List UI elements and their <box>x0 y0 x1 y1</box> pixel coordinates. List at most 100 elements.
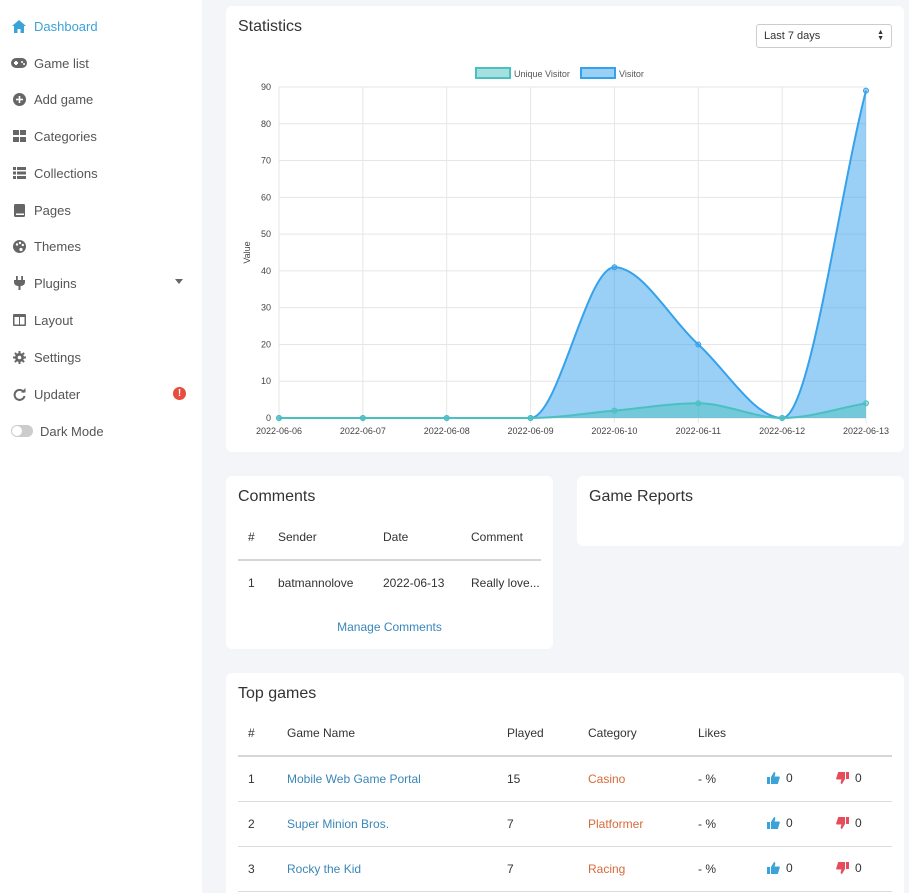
game-rank: 1 <box>248 772 255 786</box>
sidebar-item-settings[interactable]: Settings <box>0 342 202 372</box>
comments-header-num: # <box>248 530 255 544</box>
sidebar-item-updater[interactable]: Updater ! <box>0 379 202 409</box>
likes-up: 0 <box>767 816 793 830</box>
sidebar-item-pages[interactable]: Pages <box>0 195 202 225</box>
comments-card: Comments # Sender Date Comment 1 batmann… <box>226 476 553 649</box>
game-rank: 3 <box>248 862 255 876</box>
statistics-card: Statistics Last 7 days ▲ ▼ 0 10 20 30 40 50 60 7… <box>226 6 904 452</box>
sidebar-item-layout[interactable]: Layout <box>0 305 202 335</box>
game-name-link[interactable]: Mobile Web Game Portal <box>287 772 421 786</box>
data-point <box>863 400 869 407</box>
data-point <box>611 264 618 271</box>
thumbs-down-icon <box>836 862 849 874</box>
sidebar-item-plugins[interactable]: Plugins <box>0 268 202 298</box>
alert-icon: ! <box>173 387 186 400</box>
likes-up-count: 0 <box>786 816 793 830</box>
sidebar-item-themes[interactable]: Themes <box>0 231 202 261</box>
toggle-icon[interactable] <box>11 425 33 437</box>
divider <box>238 891 892 892</box>
sidebar-item-label: Settings <box>34 349 81 365</box>
sidebar-item-game-list[interactable]: Game list <box>0 48 202 78</box>
y-tick-label: 20 <box>261 339 271 349</box>
game-played: 7 <box>507 817 514 831</box>
divider <box>238 559 541 561</box>
game-category[interactable]: Platformer <box>588 817 644 831</box>
select-arrows-icon: ▲ ▼ <box>877 29 884 42</box>
x-tick-label: 2022-06-13 <box>843 426 889 436</box>
likes-up-count: 0 <box>786 771 793 785</box>
columns-icon <box>11 312 27 328</box>
game-name-link[interactable]: Super Minion Bros. <box>287 817 390 831</box>
thumbs-up-icon <box>767 862 780 874</box>
gear-icon <box>11 349 27 365</box>
top-games-title: Top games <box>238 685 317 702</box>
y-tick-label: 50 <box>261 229 271 239</box>
game-category[interactable]: Racing <box>588 862 626 876</box>
likes-up-count: 0 <box>786 861 793 875</box>
range-select-value: Last 7 days <box>764 30 821 42</box>
comments-header-date: Date <box>383 530 409 544</box>
data-point <box>695 341 702 348</box>
games-header-played: Played <box>507 726 544 740</box>
x-tick-label: 2022-06-06 <box>256 426 302 436</box>
plug-icon <box>11 275 27 291</box>
games-header-likes: Likes <box>698 726 727 740</box>
sidebar-item-label: Updater <box>34 386 81 402</box>
likes-down-count: 0 <box>855 771 862 785</box>
game-category[interactable]: Casino <box>588 772 626 786</box>
data-point <box>779 415 786 421</box>
legend-label: Unique Visitor <box>514 69 570 79</box>
dark-mode-toggle[interactable]: Dark Mode <box>0 416 202 446</box>
data-point <box>276 415 282 421</box>
game-rank: 2 <box>248 817 255 831</box>
thumbs-up-icon <box>767 817 780 829</box>
game-likes: - % <box>698 862 716 876</box>
y-tick-label: 80 <box>261 119 271 129</box>
book-icon <box>11 202 27 218</box>
game-likes: - % <box>698 772 716 786</box>
y-tick-label: 40 <box>261 266 271 276</box>
game-name-link[interactable]: Rocky the Kid <box>287 862 362 876</box>
gamepad-icon <box>11 55 27 71</box>
sidebar-item-dashboard[interactable]: Dashboard <box>0 11 202 41</box>
series-area <box>279 403 866 418</box>
x-tick-label: 2022-06-11 <box>676 426 721 436</box>
divider <box>238 801 892 802</box>
sidebar-item-add-game[interactable]: Add game <box>0 84 202 114</box>
y-tick-label: 90 <box>261 82 271 92</box>
sidebar-item-label: Game list <box>34 55 89 71</box>
range-select[interactable]: Last 7 days ▲ ▼ <box>756 24 892 48</box>
sidebar-item-label: Dark Mode <box>40 423 104 439</box>
sidebar-item-label: Themes <box>34 238 81 254</box>
sidebar-item-label: Categories <box>34 128 97 144</box>
x-tick-label: 2022-06-09 <box>508 426 554 436</box>
statistics-chart: 0 10 20 30 40 50 60 70 80 90 2022-06-06 2022-06-07 2… <box>242 67 889 436</box>
sidebar-item-categories[interactable]: Categories <box>0 121 202 151</box>
likes-up: 0 <box>767 771 793 785</box>
manage-comments-link[interactable]: Manage Comments <box>337 620 442 634</box>
sidebar-item-collections[interactable]: Collections <box>0 158 202 188</box>
legend-swatch <box>580 67 616 79</box>
y-tick-label: 10 <box>261 376 271 386</box>
series-line <box>279 402 867 420</box>
divider <box>238 846 892 847</box>
grid-icon <box>11 128 27 144</box>
game-played: 7 <box>507 862 514 876</box>
comment-sender: batmannolove <box>278 576 354 590</box>
y-tick-label: 0 <box>266 413 271 423</box>
data-point <box>695 400 702 407</box>
data-point <box>863 87 869 94</box>
palette-icon <box>11 238 27 254</box>
data-point <box>359 415 366 421</box>
game-played: 15 <box>507 772 521 786</box>
thumbs-down-icon <box>836 772 849 784</box>
likes-down: 0 <box>836 816 862 830</box>
data-point <box>443 415 450 421</box>
sidebar-item-label: Layout <box>34 312 74 328</box>
x-tick-label: 2022-06-10 <box>591 426 637 436</box>
likes-down-count: 0 <box>855 861 862 875</box>
chevron-down-icon[interactable] <box>175 279 183 284</box>
sidebar: Dashboard Game list Add game Categories … <box>0 0 202 893</box>
game-reports-card: Game Reports <box>577 476 904 546</box>
game-reports-title: Game Reports <box>589 488 694 505</box>
